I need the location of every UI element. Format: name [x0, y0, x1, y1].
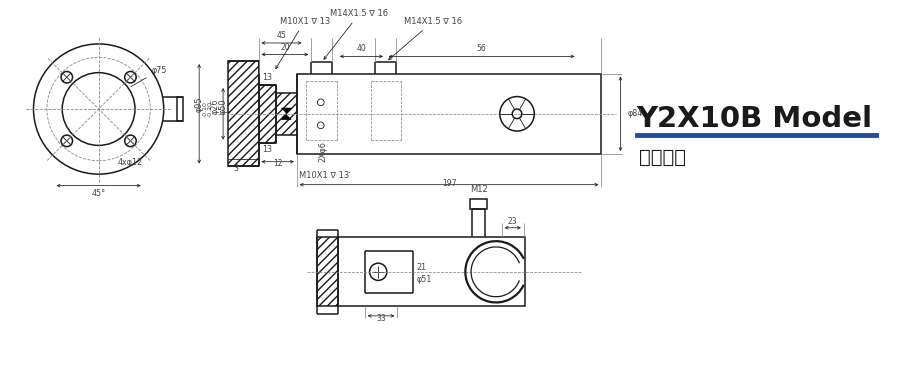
Bar [275, 93, 297, 135]
Text: 20: 20 [280, 43, 290, 52]
Text: 40: 40 [356, 44, 366, 54]
Bar [177, 97, 183, 122]
Text: 2Xφ6: 2Xφ6 [319, 141, 327, 162]
Text: 13: 13 [263, 146, 272, 154]
Text: 33: 33 [376, 314, 386, 323]
Bar [297, 74, 601, 154]
Text: φ84: φ84 [628, 109, 644, 118]
Text: Y2X10B Model: Y2X10B Model [637, 105, 873, 133]
Text: M12: M12 [470, 185, 487, 194]
Text: 13: 13 [263, 73, 272, 82]
Text: -0.10
-0.20: -0.10 -0.20 [202, 101, 213, 117]
Text: 45°: 45° [92, 188, 106, 198]
Text: φ75: φ75 [131, 66, 167, 87]
Text: 3: 3 [233, 164, 238, 173]
Text: 56: 56 [476, 44, 487, 54]
Bar [259, 85, 275, 142]
Text: φ26: φ26 [211, 98, 220, 114]
Text: 45: 45 [276, 31, 286, 40]
Text: 12: 12 [273, 159, 283, 168]
Text: M14X1.5 ∇ 16: M14X1.5 ∇ 16 [324, 9, 388, 59]
Polygon shape [282, 115, 291, 120]
Text: 法兰连接: 法兰连接 [639, 148, 686, 167]
Polygon shape [282, 108, 291, 113]
Text: 21: 21 [417, 263, 427, 272]
Text: M14X1.5 ∇ 16: M14X1.5 ∇ 16 [388, 17, 462, 60]
Text: 4xφ12: 4xφ12 [118, 158, 143, 166]
Text: φ51: φ51 [417, 275, 431, 284]
Text: 23: 23 [508, 217, 518, 226]
Text: M10X1 ∇ 13: M10X1 ∇ 13 [298, 171, 349, 180]
Bar [228, 61, 259, 166]
Text: φ50: φ50 [218, 98, 228, 114]
Text: 197: 197 [442, 179, 456, 188]
Bar [470, 199, 487, 209]
Text: φ95: φ95 [195, 97, 204, 112]
Text: M10X1 ∇ 13: M10X1 ∇ 13 [275, 17, 330, 69]
Bar [338, 238, 525, 306]
Bar [317, 238, 338, 306]
